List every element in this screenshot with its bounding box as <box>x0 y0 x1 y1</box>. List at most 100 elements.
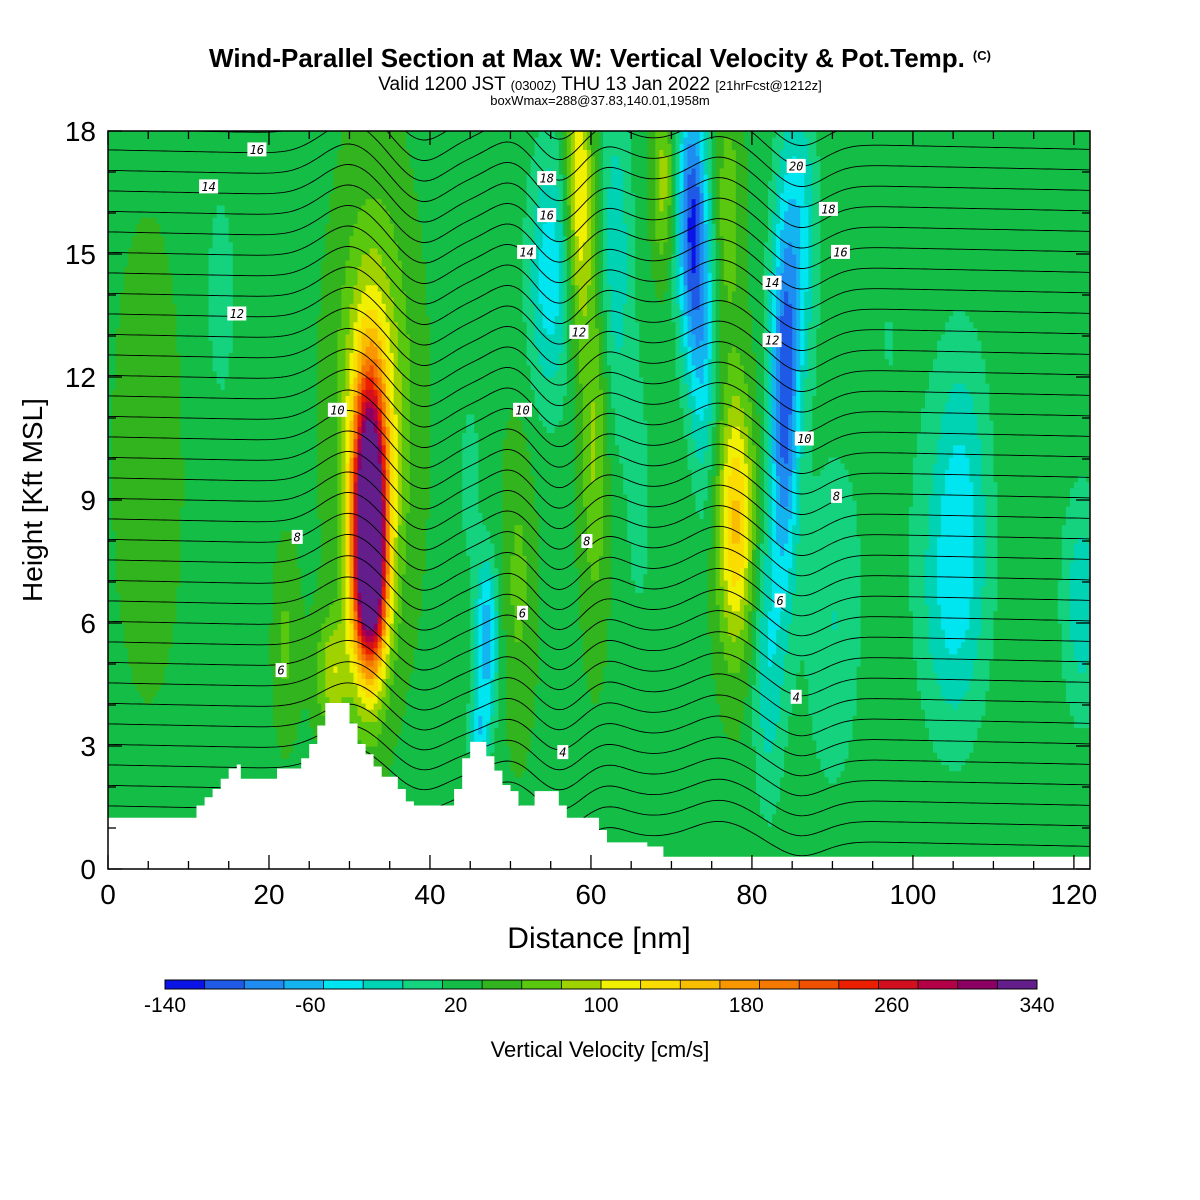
velocity-cell <box>349 659 355 667</box>
velocity-cell <box>595 161 600 169</box>
velocity-cell <box>723 395 733 403</box>
velocity-cell <box>760 500 765 507</box>
velocity-cell <box>768 229 773 237</box>
velocity-cell <box>502 475 536 483</box>
velocity-cell <box>361 401 367 409</box>
velocity-cell <box>751 703 761 710</box>
velocity-cell <box>981 444 994 452</box>
velocity-cell <box>574 358 580 366</box>
velocity-cell <box>784 746 817 753</box>
velocity-cell <box>591 241 596 249</box>
velocity-cell <box>220 383 226 390</box>
velocity-cell <box>502 592 511 600</box>
velocity-cell <box>792 352 797 360</box>
velocity-cell <box>679 321 685 329</box>
velocity-cell <box>1069 623 1090 630</box>
velocity-cell <box>108 629 125 636</box>
velocity-cell <box>164 672 274 679</box>
velocity-cell <box>317 321 342 329</box>
velocity-cell <box>522 420 544 427</box>
velocity-cell <box>574 475 584 483</box>
velocity-cell <box>212 241 234 249</box>
velocity-cell <box>586 309 596 317</box>
velocity-cell <box>405 512 431 520</box>
velocity-cell <box>848 746 934 753</box>
velocity-cell <box>425 309 524 317</box>
velocity-cell <box>989 401 1090 409</box>
velocity-cell <box>482 672 491 679</box>
velocity-cell <box>780 167 789 175</box>
velocity-cell <box>409 481 431 489</box>
velocity-cell <box>768 487 773 495</box>
velocity-cell <box>482 604 491 612</box>
velocity-cell <box>337 493 342 501</box>
velocity-cell <box>373 629 379 636</box>
velocity-cell <box>393 377 403 384</box>
velocity-cell <box>719 297 729 304</box>
velocity-cell <box>816 340 886 347</box>
velocity-cell <box>361 407 367 415</box>
velocity-cell <box>804 297 813 304</box>
velocity-cell <box>526 340 536 347</box>
velocity-cell <box>574 211 588 218</box>
velocity-cell <box>603 684 717 692</box>
velocity-cell <box>727 493 745 501</box>
velocity-cell <box>353 383 359 390</box>
velocity-cell <box>506 733 532 741</box>
velocity-cell <box>574 463 584 470</box>
velocity-cell <box>1069 635 1090 643</box>
velocity-cell <box>168 659 270 667</box>
velocity-cell <box>409 444 431 452</box>
velocity-cell <box>780 426 789 433</box>
velocity-cell <box>578 610 612 618</box>
velocity-cell <box>603 678 717 686</box>
velocity-cell <box>683 321 689 329</box>
velocity-cell <box>377 709 387 716</box>
velocity-cell <box>707 493 713 501</box>
velocity-cell <box>715 463 721 470</box>
velocity-cell <box>478 684 491 692</box>
velocity-cell <box>425 272 524 280</box>
velocity-cell <box>679 327 685 335</box>
velocity-cell <box>731 500 741 507</box>
velocity-cell <box>949 395 974 403</box>
velocity-cell <box>570 174 576 181</box>
velocity-cell <box>341 487 346 495</box>
velocity-cell <box>731 346 737 353</box>
velocity-cell <box>341 598 346 606</box>
velocity-cell <box>393 383 403 390</box>
velocity-cell <box>574 284 580 292</box>
velocity-cell <box>353 377 359 384</box>
velocity-cell <box>361 444 379 452</box>
velocity-cell <box>381 549 387 556</box>
velocity-cell <box>526 211 536 218</box>
velocity-cell <box>212 358 230 366</box>
velocity-cell <box>353 721 383 729</box>
velocity-cell <box>522 290 532 298</box>
valid-date: THU 13 Jan 2022 <box>561 74 711 95</box>
velocity-cell <box>574 481 584 489</box>
velocity-cell <box>470 733 475 741</box>
velocity-cell <box>691 211 697 218</box>
velocity-cell <box>325 241 350 249</box>
velocity-cell <box>751 733 765 741</box>
velocity-cell <box>132 672 165 679</box>
velocity-cell <box>768 543 773 550</box>
velocity-cell <box>401 284 427 292</box>
velocity-cell <box>727 586 745 593</box>
velocity-cell <box>490 580 495 587</box>
velocity-cell <box>381 358 387 366</box>
velocity-cell <box>393 438 399 446</box>
velocity-cell <box>687 364 697 372</box>
velocity-cell <box>945 475 970 483</box>
velocity-cell <box>860 653 914 661</box>
velocity-cell <box>305 610 310 618</box>
velocity-cell <box>796 586 862 593</box>
velocity-cell <box>108 573 117 581</box>
velocity-cell <box>635 211 648 218</box>
velocity-cell <box>796 580 862 587</box>
velocity-cell <box>812 266 821 274</box>
velocity-cell <box>623 167 632 175</box>
velocity-cell <box>361 623 367 630</box>
velocity-cell <box>760 469 765 476</box>
